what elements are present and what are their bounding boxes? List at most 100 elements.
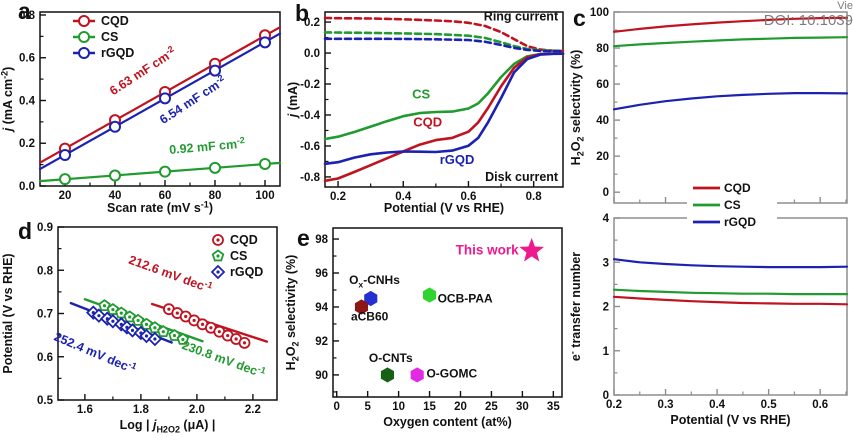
svg-text:1.8: 1.8: [133, 404, 150, 416]
svg-text:3: 3: [603, 257, 609, 269]
svg-text:2.2: 2.2: [245, 404, 261, 416]
series-rGQD: [69, 301, 173, 347]
annotation: aCB60: [351, 310, 389, 324]
chart-b-svg: 0.2 0.4 0.6 0.8 0.2 0.0 -0.2 -0.4 -0.6 -0.8 Potent…: [286, 10, 565, 215]
svg-text:0.0: 0.0: [304, 48, 320, 60]
annotation: 0.92 mF cm-2: [169, 135, 246, 157]
svg-text:1: 1: [603, 346, 610, 358]
svg-text:-0.2: -0.2: [300, 79, 320, 91]
series-aCB60: [354, 299, 369, 315]
svg-text:0: 0: [603, 187, 609, 199]
series-CQD-disk: [323, 52, 565, 183]
svg-text:96: 96: [315, 268, 328, 280]
axes: 0 5 10 15 20 25 30 35 90 92 94 96 98: [315, 234, 560, 413]
svg-text:0.6: 0.6: [812, 399, 828, 411]
legend: CQD CS rGQD: [687, 176, 777, 233]
watermark-line1: Vie: [837, 0, 853, 12]
svg-text:60: 60: [596, 79, 609, 91]
series-CS: [38, 157, 282, 186]
svg-text:0.4: 0.4: [395, 191, 412, 203]
svg-text:-0.4: -0.4: [300, 110, 320, 122]
svg-text:92: 92: [315, 336, 328, 348]
series-O-CNTs: [380, 367, 395, 383]
series-CQD: [612, 16, 849, 33]
svg-text:0.8: 0.8: [19, 10, 36, 22]
svg-text:20: 20: [454, 401, 467, 413]
svg-text:30: 30: [516, 401, 529, 413]
series-OCB-PAA: [422, 287, 437, 303]
svg-text:0.3: 0.3: [658, 399, 674, 411]
series-Ox-CNHs: [364, 290, 378, 307]
svg-text:5: 5: [364, 401, 371, 413]
x-axis-label: Oxygen content (at%): [383, 415, 512, 429]
series-rGQD: [612, 91, 849, 111]
annotation: O-GOMC: [426, 366, 477, 380]
axes: 0.2 0.4 0.6 0.8 0.2 0.0 -0.2 -0.4 -0.6 -0.8: [300, 17, 542, 203]
chart-e-svg: 0 5 10 15 20 25 30 35 90 92 94 96 98 Oxygen content (…: [284, 227, 563, 429]
y-axis-label: j (mA): [286, 82, 300, 119]
svg-text:0.6: 0.6: [37, 352, 53, 364]
panel-e-comparison-chart: e 0 5 10 15 20 25 30 35 90 92 94 96 98 Oxygen content…: [283, 218, 570, 447]
svg-text:35: 35: [547, 401, 560, 413]
axes: 1.6 1.8 2.0 2.2 0.5 0.6 0.7 0.8 0.9: [37, 222, 261, 416]
panel-c-selectivity-chart: c 0 20 40 60 80 100 H2O2 selectivity (%) 0.2 0.3…: [570, 0, 853, 447]
y-axis-label: H2O2 selectivity (%): [284, 255, 301, 371]
svg-text:0: 0: [603, 390, 609, 402]
svg-text:90: 90: [315, 370, 328, 382]
svg-text:2.0: 2.0: [189, 404, 205, 416]
annotation: O-CNTs: [369, 351, 413, 365]
series-CQD: [612, 295, 849, 306]
series-rGQD: [38, 32, 282, 171]
svg-text:rGQD: rGQD: [230, 265, 263, 279]
svg-text:10: 10: [392, 401, 405, 413]
panel-letter-d: d: [18, 218, 33, 244]
series-CS: [83, 297, 204, 345]
y-axis-label: H2O2 selectivity (%): [570, 50, 586, 166]
annotation: Ox-CNHs: [349, 273, 400, 290]
chart-b: 0.2 0.4 0.6 0.8 0.2 0.0 -0.2 -0.4 -0.6 -0.8 Potent…: [286, 10, 565, 215]
chart-a-svg: 20 40 60 80 100 0.0 0.2 0.4 0.6 0.8 Scan rate (mV …: [0, 10, 282, 216]
panel-a-capacitance-chart: a 20 40 60 80 100 0.0 0.2 0.4 0.6 0.8 Scan rate (m…: [0, 0, 283, 218]
annotation: 212.6 mV dec-1: [127, 251, 214, 295]
svg-text:20: 20: [596, 151, 609, 163]
axes: 0 20 40 60 80 100: [590, 7, 847, 203]
panel-letter-b: b: [295, 0, 310, 26]
watermark-doi: DOI: 10.1039: [763, 12, 853, 29]
svg-text:0.2: 0.2: [330, 191, 346, 203]
svg-text:0: 0: [334, 401, 340, 413]
svg-text:80: 80: [209, 190, 222, 202]
plot-frame: [613, 217, 848, 396]
series-rGQD: [612, 258, 849, 269]
svg-text:-0.6: -0.6: [300, 141, 320, 153]
legend: CQD CS rGQD: [73, 14, 134, 60]
series-O-GOMC: [410, 367, 424, 383]
x-axis-label: Scan rate (mV s-1): [107, 200, 213, 216]
svg-text:0.4: 0.4: [709, 399, 726, 411]
svg-text:100: 100: [255, 190, 274, 202]
svg-text:0.6: 0.6: [460, 191, 476, 203]
svg-text:CQD: CQD: [724, 181, 751, 195]
annotation: This work: [456, 242, 520, 257]
annotation: rGQD: [440, 152, 475, 167]
series-CS-disk: [323, 52, 565, 141]
svg-text:2: 2: [603, 302, 609, 314]
svg-text:0.4: 0.4: [19, 95, 36, 107]
watermark: Vie DOI: 10.1039: [764, 0, 853, 29]
chart-c2: 0.2 0.3 0.4 0.5 0.6 0 1 2 3 4 Potential (V vs RHE)…: [570, 213, 849, 427]
legend: CQD CS rGQD: [210, 233, 263, 280]
panel-letter-e: e: [297, 225, 310, 251]
x-axis-label: Potential (V vs RHE): [384, 201, 504, 215]
svg-text:0.5: 0.5: [761, 399, 778, 411]
svg-text:4: 4: [603, 213, 610, 225]
annotation: Disk current: [485, 170, 559, 184]
chart-d-svg: 1.6 1.8 2.0 2.2 0.5 0.6 0.7 0.8 0.9 Log | jH2O2 (…: [1, 222, 278, 435]
svg-text:25: 25: [485, 401, 498, 413]
series-CS-ring: [323, 31, 565, 53]
svg-text:40: 40: [109, 190, 122, 202]
series-rGQD-ring: [323, 37, 565, 53]
series-This work: [519, 237, 545, 262]
svg-text:rGQD: rGQD: [101, 46, 134, 60]
svg-text:94: 94: [315, 302, 328, 314]
